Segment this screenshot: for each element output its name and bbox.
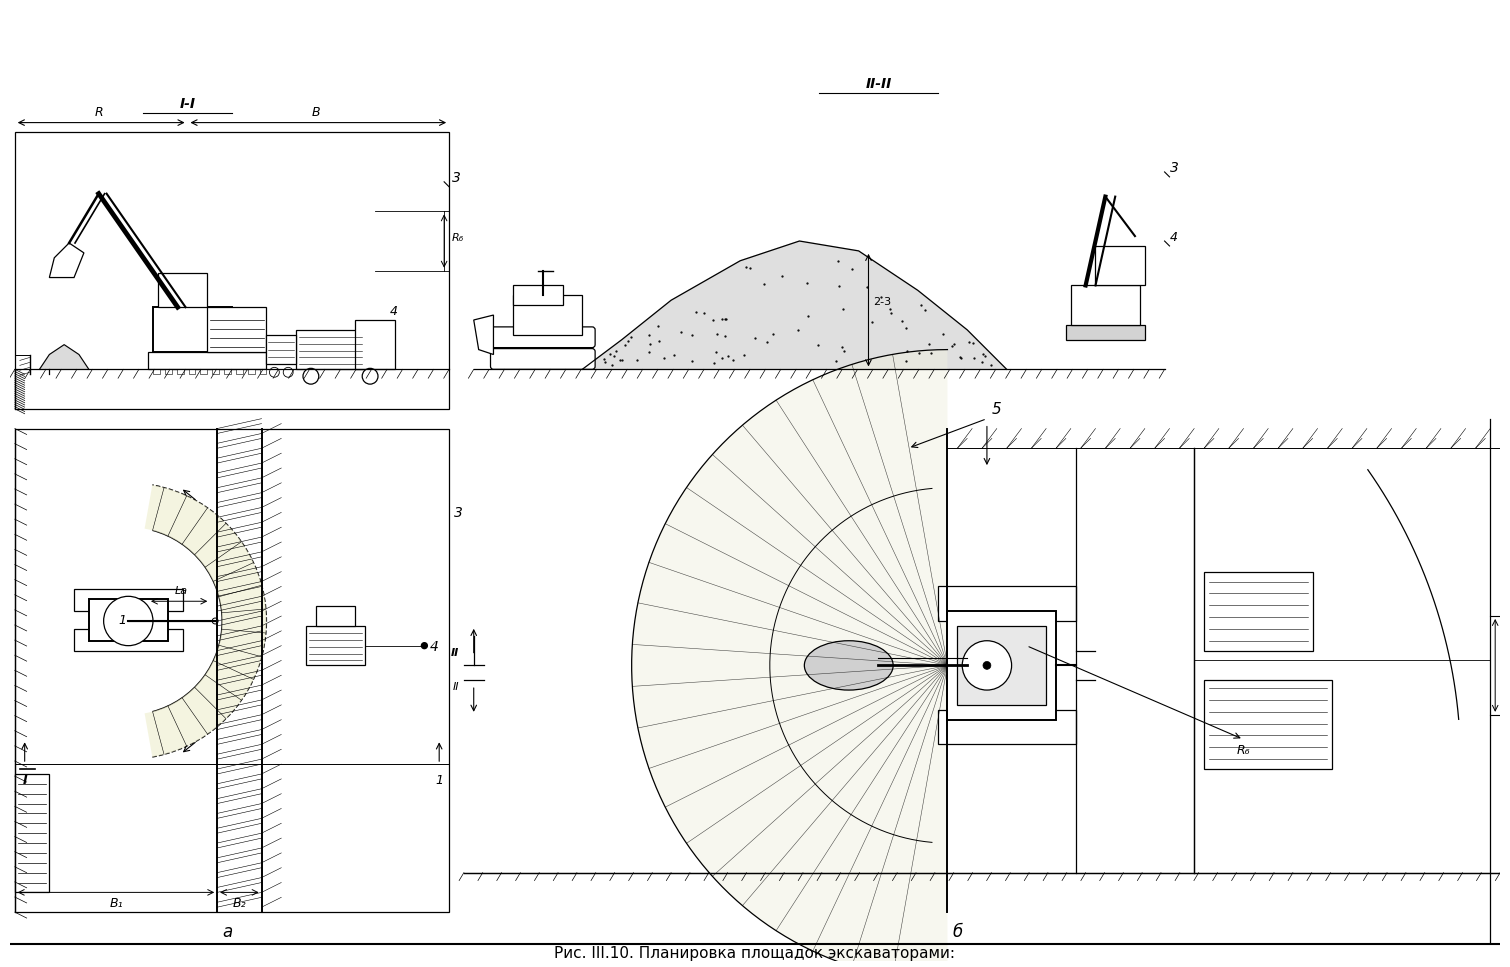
- Text: II-II: II-II: [865, 77, 891, 91]
- Text: а: а: [222, 923, 233, 941]
- FancyBboxPatch shape: [491, 348, 595, 369]
- Bar: [266, 335, 296, 365]
- Text: R₆: R₆: [1237, 745, 1250, 757]
- Bar: [15, 428, 448, 912]
- Bar: [248, 369, 255, 374]
- Bar: [15, 132, 448, 409]
- Bar: [947, 611, 1055, 719]
- Polygon shape: [474, 315, 494, 355]
- FancyBboxPatch shape: [491, 327, 595, 347]
- Text: 2-3: 2-3: [873, 297, 891, 308]
- Bar: [189, 369, 195, 374]
- Bar: [165, 369, 172, 374]
- Bar: [74, 629, 183, 651]
- Bar: [1203, 571, 1312, 651]
- Text: 4: 4: [429, 639, 438, 654]
- Circle shape: [421, 643, 427, 649]
- Polygon shape: [631, 350, 947, 967]
- Circle shape: [269, 367, 279, 377]
- Text: I-I: I-I: [180, 97, 195, 111]
- Circle shape: [213, 618, 217, 624]
- Ellipse shape: [805, 641, 894, 690]
- Text: 3: 3: [455, 507, 464, 520]
- Bar: [213, 369, 219, 374]
- Bar: [355, 320, 394, 369]
- Text: 1: 1: [435, 774, 444, 787]
- Bar: [513, 285, 563, 306]
- Circle shape: [962, 641, 1012, 690]
- Bar: [153, 369, 160, 374]
- Bar: [260, 369, 266, 374]
- Bar: [938, 586, 1075, 621]
- Circle shape: [104, 597, 153, 646]
- Polygon shape: [583, 241, 1007, 369]
- Circle shape: [284, 367, 293, 377]
- Text: II: II: [453, 682, 459, 692]
- Text: I: I: [23, 774, 27, 787]
- Bar: [307, 626, 365, 665]
- Bar: [153, 308, 233, 352]
- Bar: [201, 369, 207, 374]
- Bar: [1203, 680, 1332, 769]
- Text: B: B: [311, 105, 320, 119]
- Bar: [1095, 246, 1145, 285]
- Circle shape: [362, 368, 378, 384]
- Bar: [938, 710, 1075, 745]
- Text: 3: 3: [451, 171, 461, 185]
- Text: 5: 5: [992, 401, 1001, 417]
- Bar: [159, 273, 207, 308]
- Bar: [223, 369, 231, 374]
- Bar: [148, 352, 266, 369]
- Text: II: II: [450, 648, 459, 658]
- Text: 3: 3: [1170, 161, 1178, 175]
- Bar: [177, 369, 184, 374]
- Bar: [1066, 325, 1145, 339]
- Bar: [236, 369, 243, 374]
- Bar: [957, 626, 1046, 705]
- Text: Рис. III.10. Планировка площадок экскаваторами:: Рис. III.10. Планировка площадок экскава…: [554, 946, 956, 961]
- Text: 4: 4: [1170, 231, 1178, 244]
- Text: 1: 1: [118, 614, 127, 627]
- Polygon shape: [50, 243, 85, 278]
- Text: б: б: [953, 923, 962, 941]
- Text: B₂: B₂: [233, 897, 246, 910]
- Bar: [89, 600, 168, 641]
- Bar: [15, 774, 50, 893]
- Bar: [1071, 285, 1140, 325]
- Circle shape: [304, 368, 319, 384]
- Text: R₆: R₆: [451, 233, 464, 243]
- Text: La: La: [175, 586, 189, 597]
- Bar: [296, 330, 365, 369]
- Circle shape: [983, 661, 991, 669]
- Text: 4: 4: [390, 305, 397, 318]
- Bar: [513, 295, 583, 335]
- Text: B₁: B₁: [109, 897, 122, 910]
- Bar: [316, 606, 355, 626]
- Text: R: R: [95, 105, 103, 119]
- Polygon shape: [145, 484, 266, 757]
- Polygon shape: [39, 344, 89, 369]
- Bar: [207, 308, 266, 352]
- Bar: [74, 590, 183, 611]
